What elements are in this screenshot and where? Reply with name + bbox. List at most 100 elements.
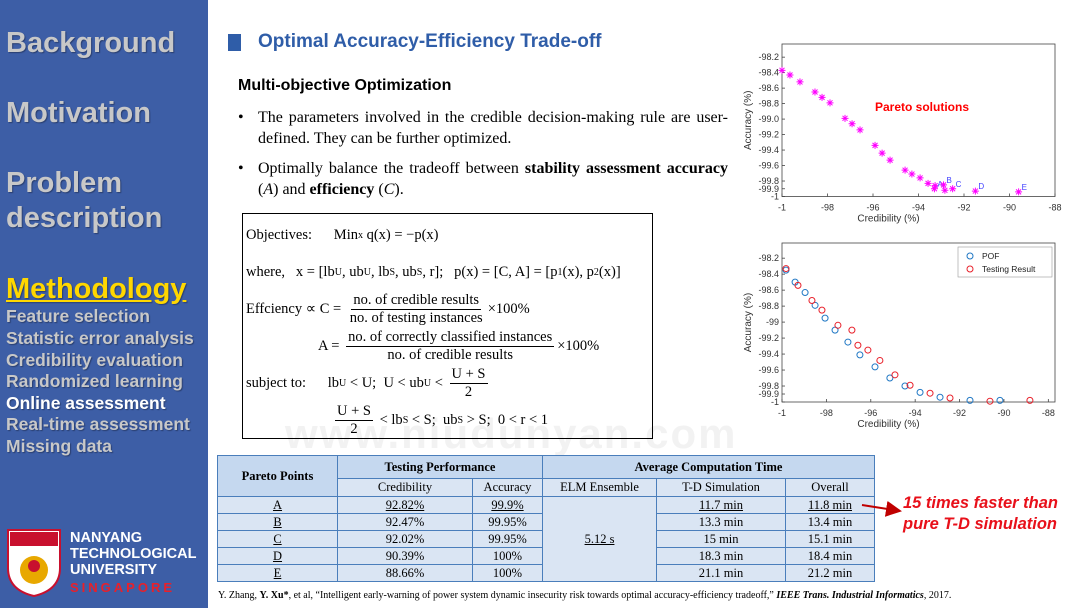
point xyxy=(778,66,786,74)
bullet: The parameters involved in the credible … xyxy=(238,107,728,149)
point xyxy=(946,394,954,402)
y-tick-label: -99.4 xyxy=(758,145,779,155)
formula-text: Effciency ∝ C = xyxy=(246,301,345,317)
point-label: A xyxy=(937,180,943,189)
point xyxy=(916,388,924,396)
nav-subitem[interactable]: Missing data xyxy=(6,436,112,456)
table-cell: 100% xyxy=(472,547,543,565)
x-tick-label: -1 xyxy=(778,408,786,418)
bullet-text: stability assessment accuracy xyxy=(524,160,728,177)
formula-text: Objectives: xyxy=(246,227,313,243)
point xyxy=(886,156,894,164)
point xyxy=(856,126,864,134)
y-tick-label: -98.6 xyxy=(758,83,779,93)
y-tick-label: -1 xyxy=(771,192,779,202)
point xyxy=(796,78,804,86)
nav-subitem[interactable]: Credibility evaluation xyxy=(6,350,183,370)
legend-label: Testing Result xyxy=(982,264,1036,274)
y-tick-label: -98.4 xyxy=(758,68,779,78)
formula-subscript: 1 xyxy=(557,267,563,278)
y-tick-label: -99.6 xyxy=(758,161,779,171)
point xyxy=(826,99,834,107)
pareto-point xyxy=(971,187,979,195)
table-cell: 99.9% xyxy=(472,496,543,514)
point xyxy=(794,281,802,289)
table-cell: 15 min xyxy=(656,530,786,548)
denominator: no. of testing instances xyxy=(349,310,483,326)
formula-subscript: S xyxy=(402,415,409,426)
nav-subitem[interactable]: Statistic error analysis xyxy=(6,328,194,348)
x-tick-label: -92 xyxy=(957,203,970,213)
x-tick-label: -98 xyxy=(821,203,834,213)
callout: 15 times faster than pure T-D simulation xyxy=(903,493,1058,535)
logo-text: TECHNOLOGICAL xyxy=(70,546,197,562)
formula-line: A = no. of correctly classified instance… xyxy=(246,328,649,365)
sidebar: Background Motivation Problem descriptio… xyxy=(0,0,208,608)
y-tick-label: -98.2 xyxy=(758,52,779,62)
cell-text: 13.4 min xyxy=(807,514,853,529)
table-cell: 11.7 min xyxy=(656,496,786,514)
point xyxy=(811,301,819,309)
y-tick-label: -99.2 xyxy=(758,333,779,343)
point xyxy=(848,326,856,334)
cell-text: 99.95% xyxy=(488,531,527,546)
legend-box xyxy=(957,246,1053,278)
table-header: Testing Performance xyxy=(337,454,543,480)
point xyxy=(844,338,852,346)
point xyxy=(782,265,790,273)
x-tick-label: -96 xyxy=(864,408,877,418)
formula-line: where, x = [lb U, ub U, lb S, ub S, r]; p(x)… xyxy=(246,254,649,291)
formula-line: Effciency ∝ C = no. of credible results n… xyxy=(246,291,649,328)
y-tick-label: -99.6 xyxy=(758,365,779,375)
point xyxy=(864,346,872,354)
cell-text: C xyxy=(273,531,282,546)
formula-line: Objectives: Min x q(x) = −p(x) xyxy=(246,217,649,254)
nav-subitem[interactable]: Feature selection xyxy=(6,306,150,326)
nav-subitem[interactable]: Real-time assessment xyxy=(6,414,190,434)
table-cell: 21.2 min xyxy=(785,564,875,582)
nav-item[interactable]: Background xyxy=(6,27,176,59)
y-tick-label: -99.0 xyxy=(758,114,779,124)
point xyxy=(818,93,826,101)
callout-text: pure T-D simulation xyxy=(903,515,1058,533)
formula-text: , ub xyxy=(395,264,417,280)
x-axis-label: Credibility (%) xyxy=(857,214,919,225)
y-axis-label: Accuracy (%) xyxy=(743,91,754,150)
formula-text: < U; U < ub xyxy=(346,375,424,391)
point xyxy=(821,314,829,322)
formula-box: Objectives: Min x q(x) = −p(x) where, x = … xyxy=(242,213,653,439)
table-cell: 92.02% xyxy=(337,530,473,548)
point xyxy=(886,374,894,382)
nav-subitem-active[interactable]: Online assessment xyxy=(6,393,166,413)
bullet-text: ( xyxy=(374,181,384,198)
table-subheader: T-D Simulation xyxy=(656,478,786,497)
y-tick-label: -99.8 xyxy=(758,176,779,186)
table-row: D 90.39% 100% 18.3 min 18.4 min xyxy=(217,547,875,565)
fraction: no. of credible results no. of testing in… xyxy=(348,292,485,327)
nav-item[interactable]: Motivation xyxy=(6,97,151,129)
cell-text: 13.3 min xyxy=(698,514,744,529)
table-cell: 88.66% xyxy=(337,564,473,582)
x-axis-label: Credibility (%) xyxy=(857,419,919,430)
numerator: U + S xyxy=(335,403,373,421)
bullet-text: ). xyxy=(394,181,404,198)
table-cell: 13.3 min xyxy=(656,513,786,531)
title-marker xyxy=(228,34,241,51)
point xyxy=(931,182,939,190)
x-tick-label: -96 xyxy=(866,203,879,213)
formula-subscript: U xyxy=(423,378,432,389)
nav-item[interactable]: Problem description xyxy=(6,167,163,234)
nav-item-active[interactable]: Methodology xyxy=(6,273,187,305)
nav-subitem[interactable]: Randomized learning xyxy=(6,371,183,391)
table-cell: 11.8 min xyxy=(785,496,875,514)
point xyxy=(986,397,994,405)
cell-text: 99.9% xyxy=(491,497,524,512)
numerator: no. of credible results xyxy=(351,292,482,310)
cell-text: E xyxy=(273,565,282,580)
cell-text: 15.1 min xyxy=(807,531,853,546)
table-cell: 21.1 min xyxy=(656,564,786,582)
formula-text: , lb xyxy=(370,264,390,280)
